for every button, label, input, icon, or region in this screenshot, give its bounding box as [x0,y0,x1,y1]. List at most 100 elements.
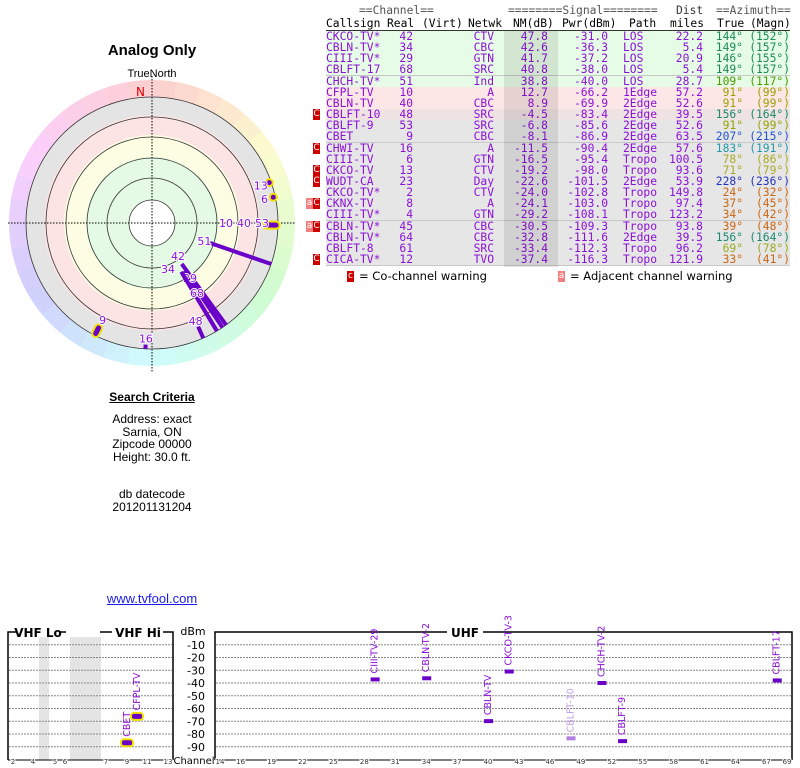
uhf-tick-label: 52 [607,758,616,766]
cell-netwk: CBC [473,219,494,233]
station-label: 40 [237,217,251,230]
station-marker [484,719,494,724]
db-datecode-value: 201201131204 [112,499,192,514]
cell-true: 156° [715,108,743,122]
cell-real: 4 [406,208,413,222]
station-label: 48 [189,315,203,328]
station-label: 16 [139,333,153,346]
uhf-tick-label: 69 [783,758,792,766]
table-row[interactable]: CBLFT-8 61 SRC -33.4 -112.3 Tropo 96.2 69° (78°) [326,243,790,255]
table-row[interactable]: CBLN-TV* 64 CBC -32.8 -111.6 2Edge 39.5 156° (16… [326,232,790,244]
table-row[interactable]: CBLFT-17 68 SRC 40.8 -38.0 LOS 5.4 149° (157°) [326,63,790,77]
compass-hue-segment [276,198,295,223]
header-true: True [717,17,745,30]
cell-netwk: CBC [473,41,494,55]
station-marker [597,681,607,685]
search-height: Height: 30.0 ft. [112,450,192,465]
cell-netwk: SRC [473,241,494,255]
cell-pwr: -85.6 [573,119,608,133]
vhf-tick-label: 4 [31,758,36,766]
station-label: 42 [171,250,185,263]
compass-hue-segment [127,80,152,99]
compass-hue-segment [17,266,43,295]
compass-hue-segment [195,332,224,358]
cell-magn: (157°) [749,63,790,77]
station-marker-label: CBLFT-10 [566,688,577,732]
polar-plot-title: Analog Only [107,42,197,59]
cell-path: Tropo [623,208,658,222]
cell-path: Tropo [623,219,658,233]
cell-true: 149° [715,41,743,55]
cell-real: 13 [399,163,413,177]
cell-path: LOS [623,41,644,55]
table-row[interactable]: CKCO-TV* 2 CTV -24.0 -102.8 Tropo 149.8 24° (32°… [326,186,790,200]
cell-pwr: -86.9 [573,130,608,144]
cell-netwk: CTV [473,30,494,43]
vhf-hi-label: VHF Hi [115,626,161,640]
header-path: Path [629,17,657,30]
cell-nm: -29.2 [513,208,548,222]
cell-path: 2Edge [623,108,658,122]
cell-netwk: GTN [473,208,494,222]
station-marker-label: CFPL-TV [132,672,143,710]
cell-dist: 121.9 [668,253,703,266]
dbm-tick-label: -40 [187,677,205,690]
vhf-tick-label: 11 [143,758,152,766]
cell-real: 61 [399,241,413,255]
adjacent-channel-warning-icon: a [306,198,313,210]
cell-nm: 42.6 [520,41,548,55]
compass-hue-segment [127,347,152,366]
cell-path: LOS [623,30,644,43]
cell-nm: -22.6 [513,174,548,188]
cell-netwk: SRC [473,108,494,122]
cell-nm: -30.5 [513,219,548,233]
co-channel-warning-icon: C [313,109,320,121]
cell-callsign: CBLN-TV* [326,230,381,244]
co-channel-warning-icon: C [313,220,320,232]
compass-hue-segment [103,82,131,105]
cell-dist: 149.8 [668,186,703,200]
azimuth-group-header: ==Azimuth== [716,4,791,17]
table-row[interactable]: CIII-TV* 4 GTN -29.2 -108.1 Tropo 123.2 34° (42°… [326,208,790,222]
table-row[interactable]: CBLN-TV* 34 CBC 42.6 -36.3 LOS 5.4 149° (157°) [326,41,790,55]
cell-dist: 93.8 [675,219,703,233]
cell-nm: -6.8 [520,119,548,133]
cell-real: 40 [399,96,413,110]
co-channel-warning-icon: C [313,164,320,176]
cell-magn: (45°) [755,197,790,211]
tvfool-link[interactable]: www.tvfool.com [106,591,198,606]
cell-callsign: CBLFT-17 [326,63,381,77]
compass-hue-segment [80,88,109,114]
compass-hue-segment [11,244,34,272]
cell-nm: 47.8 [520,30,548,43]
station-label: 9 [99,314,106,327]
cell-netwk: GTN [473,152,494,166]
station-marker [120,738,134,748]
cell-path: 2Edge [623,96,658,110]
station-marker-label: CBLFT-17 [772,630,783,674]
uhf-tick-label: 14 [216,758,225,766]
cell-nm: 40.8 [520,63,548,77]
cell-dist: 28.7 [675,74,703,88]
cell-dist: 57.6 [675,141,703,155]
cell-nm: 8.9 [527,96,548,110]
vhf-lo-label: VHF Lo [14,626,62,640]
cell-nm: -24.1 [513,197,548,211]
co-channel-warning-icon: C [313,198,320,210]
cell-path: 2Edge [623,130,658,144]
compass-hue-segment [42,113,72,143]
cell-dist: 123.2 [668,208,703,222]
cell-callsign: CHCH-TV* [326,74,381,88]
cell-true: 156° [715,230,743,244]
table-row[interactable]: CICA-TV* 12 TVO -37.4 -116.3 Tropo 121.9 33° (41… [313,253,790,266]
station-bar [209,241,272,266]
compass-hue-segment [261,151,287,180]
table-row[interactable]: CHWI-TV 16 A -11.5 -90.4 2Edge 57.6 183° (191°) C [313,141,790,155]
channel-axis-label: Channel [173,756,214,767]
uhf-tick-label: 49 [576,758,585,766]
cell-magn: (42°) [755,208,790,222]
cell-pwr: -109.3 [567,219,608,233]
uhf-tick-label: 19 [267,758,276,766]
compass-hue-segment [215,319,244,347]
cell-magn: (191°) [749,141,790,155]
